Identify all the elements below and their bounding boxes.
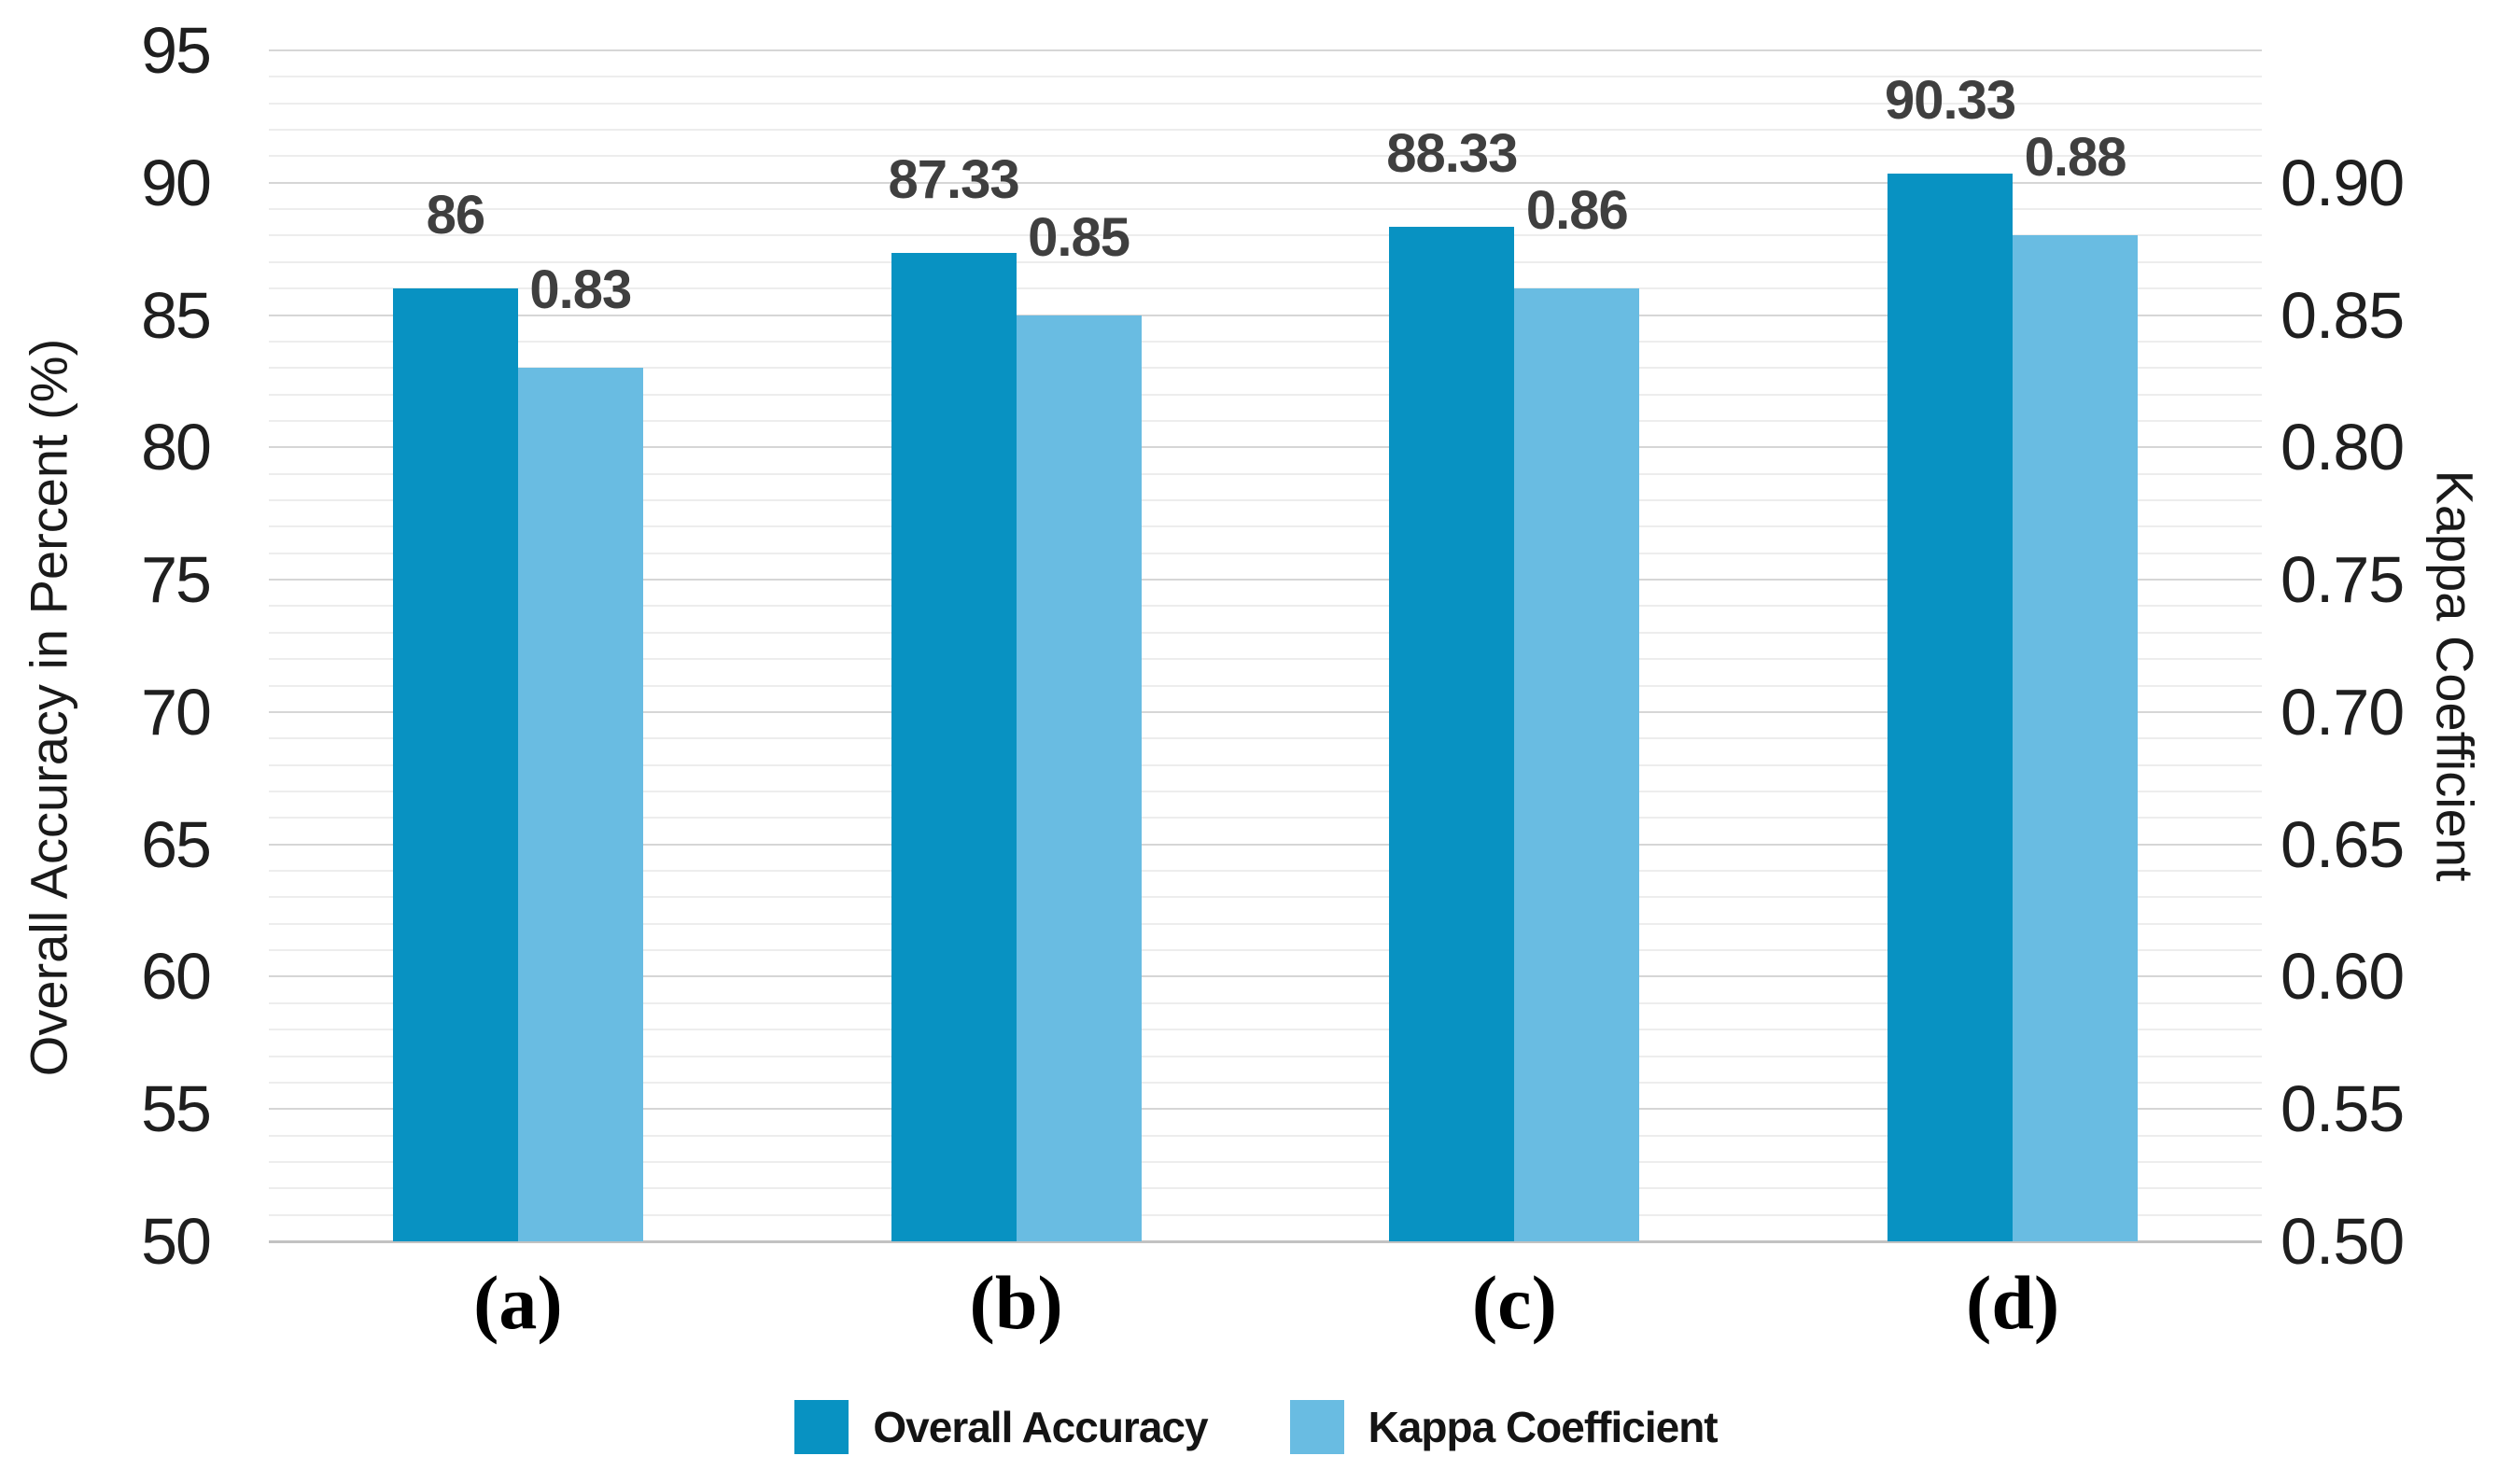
data-label-overall-accuracy: 88.33 xyxy=(1386,123,1518,185)
gridline-major xyxy=(269,181,2262,184)
y-axis-tick-left: 60 xyxy=(141,940,212,1014)
gridline-major xyxy=(269,1108,2262,1111)
bar-kappa-coefficient xyxy=(1016,315,1142,1241)
y-axis-tick-left: 85 xyxy=(141,278,212,352)
gridline-minor xyxy=(269,1134,2262,1137)
gridline-minor xyxy=(269,76,2262,78)
gridline-minor xyxy=(269,208,2262,211)
gridline-minor xyxy=(269,155,2262,158)
bar-kappa-coefficient xyxy=(2013,235,2139,1241)
gridline-minor xyxy=(269,472,2262,475)
bar-overall-accuracy xyxy=(1389,227,1515,1241)
y-axis-tick-right: 0.80 xyxy=(2280,411,2405,484)
data-label-kappa-coefficient: 0.83 xyxy=(529,259,632,321)
gridline-minor xyxy=(269,552,2262,554)
y-axis-tick-left: 75 xyxy=(141,543,212,617)
legend-swatch-overall-accuracy xyxy=(794,1400,849,1454)
gridline-minor xyxy=(269,737,2262,740)
gridline-minor xyxy=(269,234,2262,237)
bar-overall-accuracy xyxy=(891,253,1017,1241)
y-axis-tick-left: 50 xyxy=(141,1205,212,1278)
legend-item: Overall Accuracy xyxy=(794,1400,1209,1454)
x-axis-category-label: (c) xyxy=(1471,1260,1557,1345)
left-axis-title: Overall Accuracy in Percent (%) xyxy=(19,338,78,1077)
y-axis-tick-left: 70 xyxy=(141,675,212,749)
bar-overall-accuracy xyxy=(1888,174,2014,1241)
bar-kappa-coefficient xyxy=(1514,288,1640,1241)
gridline-minor xyxy=(269,658,2262,661)
y-axis-tick-right: 0.65 xyxy=(2280,807,2405,881)
gridline-minor xyxy=(269,817,2262,819)
y-axis-tick-right: 0.85 xyxy=(2280,278,2405,352)
bar-kappa-coefficient xyxy=(517,368,643,1241)
gridline-minor xyxy=(269,922,2262,925)
y-axis-tick-left: 55 xyxy=(141,1072,212,1146)
y-axis-tick-right: 0.60 xyxy=(2280,940,2405,1014)
gridline-minor xyxy=(269,340,2262,343)
x-axis-category-label: (a) xyxy=(473,1260,563,1345)
gridline-minor xyxy=(269,260,2262,263)
x-axis-category-label: (d) xyxy=(1966,1260,2060,1345)
y-axis-tick-left: 65 xyxy=(141,807,212,881)
gridline-minor xyxy=(269,870,2262,873)
gridline-minor xyxy=(269,525,2262,528)
gridline-major xyxy=(269,446,2262,449)
bar-overall-accuracy xyxy=(392,288,518,1241)
x-axis-category-label: (b) xyxy=(969,1260,1063,1345)
legend-swatch-kappa-coefficient xyxy=(1289,1400,1344,1454)
legend-label: Kappa Coefficient xyxy=(1368,1403,1719,1451)
gridline-major xyxy=(269,579,2262,581)
gridline-minor xyxy=(269,684,2262,687)
gridline-minor xyxy=(269,287,2262,290)
gridline-minor xyxy=(269,393,2262,396)
gridline-major xyxy=(269,314,2262,316)
y-axis-tick-left: 90 xyxy=(141,146,212,219)
y-axis-tick-right: 0.90 xyxy=(2280,146,2405,219)
data-label-kappa-coefficient: 0.86 xyxy=(1525,180,1629,242)
data-label-overall-accuracy: 87.33 xyxy=(888,149,1020,211)
y-axis-tick-right: 0.55 xyxy=(2280,1072,2405,1146)
gridline-minor xyxy=(269,102,2262,105)
y-axis-tick-left: 95 xyxy=(141,14,212,87)
gridline-minor xyxy=(269,949,2262,952)
y-axis-tick-right: 0.70 xyxy=(2280,675,2405,749)
data-label-kappa-coefficient: 0.85 xyxy=(1028,206,1130,268)
gridline-major xyxy=(269,49,2262,51)
y-axis-tick-right: 0.75 xyxy=(2280,543,2405,617)
data-label-overall-accuracy: 86 xyxy=(426,185,486,246)
gridline-minor xyxy=(269,790,2262,792)
y-axis-tick-right: 0.50 xyxy=(2280,1205,2405,1278)
gridline-major xyxy=(269,843,2262,846)
gridline-minor xyxy=(269,1001,2262,1004)
gridline-minor xyxy=(269,896,2262,899)
gridline-minor xyxy=(269,1029,2262,1031)
gridline-minor xyxy=(269,1081,2262,1084)
gridline-minor xyxy=(269,1213,2262,1216)
gridline-minor xyxy=(269,367,2262,370)
gridline-minor xyxy=(269,1187,2262,1190)
gridline-minor xyxy=(269,1160,2262,1163)
right-axis-title: Kappa Coefficient xyxy=(2425,469,2485,882)
data-label-overall-accuracy: 90.33 xyxy=(1885,70,2016,132)
y-axis-tick-left: 80 xyxy=(141,411,212,484)
x-axis-baseline xyxy=(269,1240,2262,1243)
data-label-kappa-coefficient: 0.88 xyxy=(2024,127,2127,189)
gridline-minor xyxy=(269,129,2262,132)
legend-item: Kappa Coefficient xyxy=(1289,1400,1719,1454)
gridline-minor xyxy=(269,419,2262,422)
gridline-major xyxy=(269,710,2262,713)
gridline-minor xyxy=(269,631,2262,634)
gridline-major xyxy=(269,975,2262,978)
legend: Overall Accuracy Kappa Coefficient xyxy=(0,1400,2512,1454)
gridline-minor xyxy=(269,763,2262,766)
legend-label: Overall Accuracy xyxy=(873,1403,1208,1451)
gridline-minor xyxy=(269,1055,2262,1057)
gridline-minor xyxy=(269,605,2262,608)
gridline-minor xyxy=(269,499,2262,502)
